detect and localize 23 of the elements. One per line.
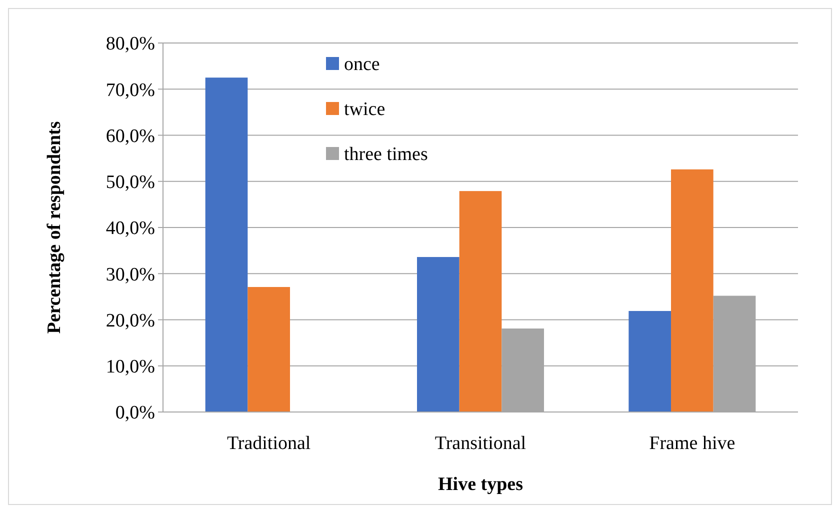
y-tick-label: 60,0% <box>106 126 156 147</box>
bar <box>205 78 248 412</box>
bar <box>459 191 502 412</box>
legend-label: twice <box>344 99 386 120</box>
y-tick-label: 50,0% <box>106 172 156 194</box>
x-tick-label: Frame hive <box>649 433 736 454</box>
y-tick-label: 0,0% <box>115 402 156 424</box>
y-tick-label: 40,0% <box>106 218 156 240</box>
y-tick-label: 80,0% <box>106 34 156 55</box>
legend-label: three times <box>344 144 428 165</box>
y-tick-label: 30,0% <box>106 264 156 286</box>
x-tick-label: Traditional <box>226 433 311 454</box>
x-axis-title: Hive types <box>438 474 523 495</box>
bar <box>671 169 714 412</box>
bar <box>628 310 671 412</box>
y-tick-label: 20,0% <box>106 310 156 332</box>
bar <box>248 287 290 412</box>
bar <box>417 257 460 412</box>
y-axis-title: Percentage of respondents <box>44 121 65 334</box>
y-tick-label: 70,0% <box>106 80 156 101</box>
y-tick-label: 10,0% <box>106 356 156 378</box>
x-tick-label: Transitional <box>434 433 526 454</box>
legend-label: once <box>344 54 380 75</box>
